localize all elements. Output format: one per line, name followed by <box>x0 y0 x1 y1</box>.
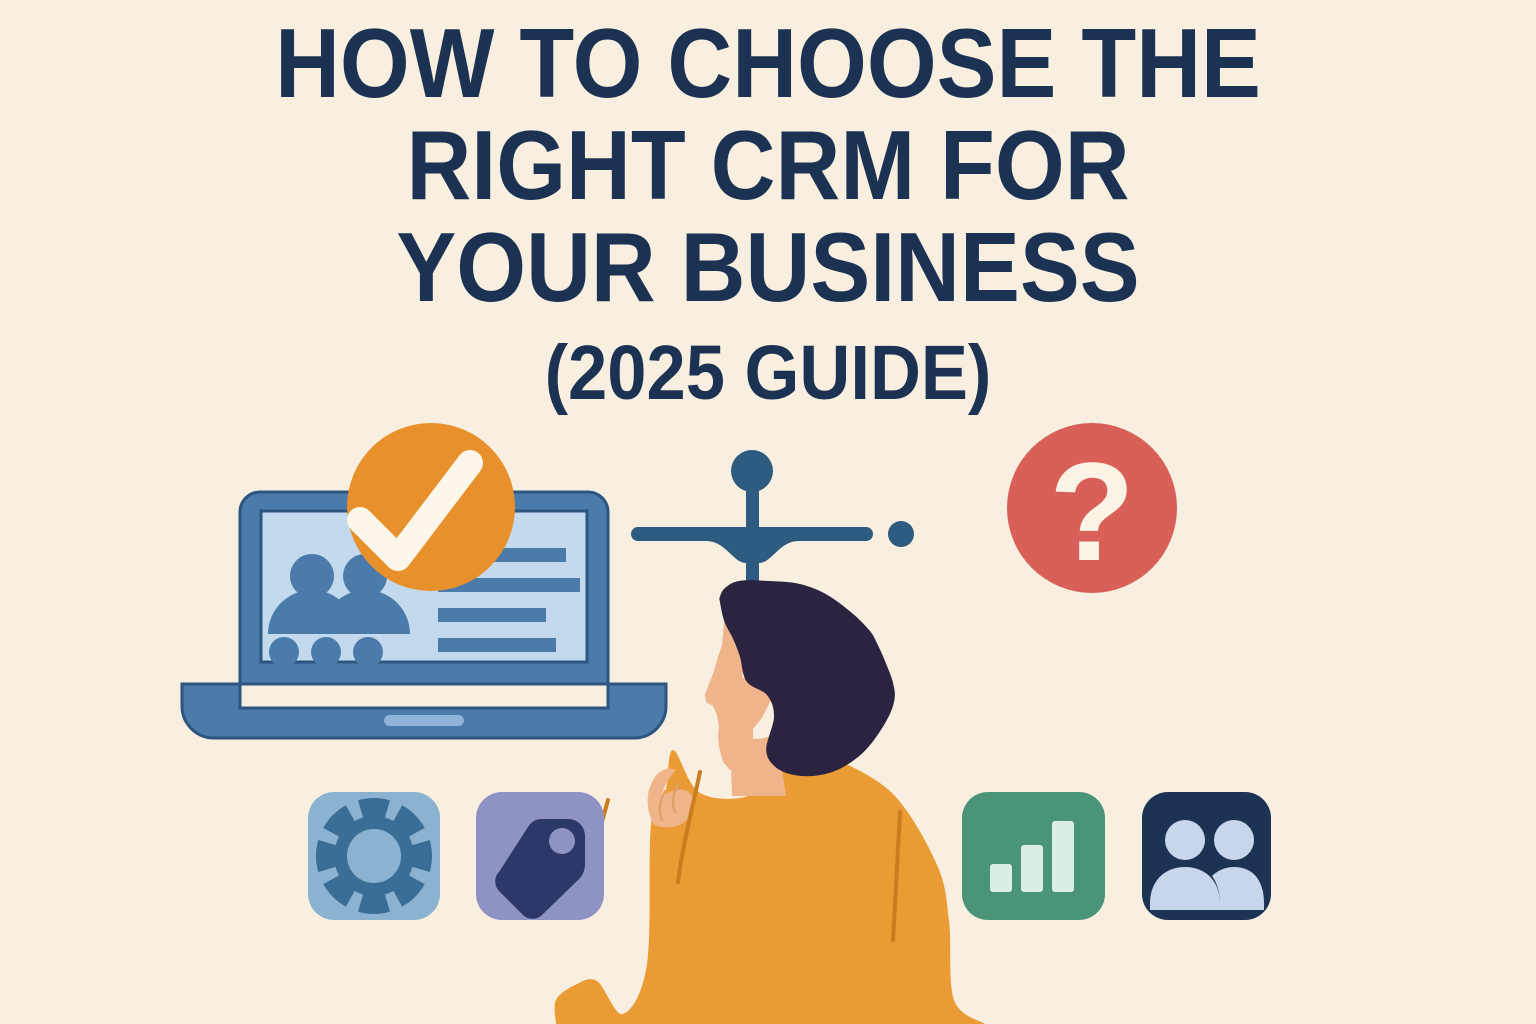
svg-text:?: ? <box>1049 433 1135 590</box>
